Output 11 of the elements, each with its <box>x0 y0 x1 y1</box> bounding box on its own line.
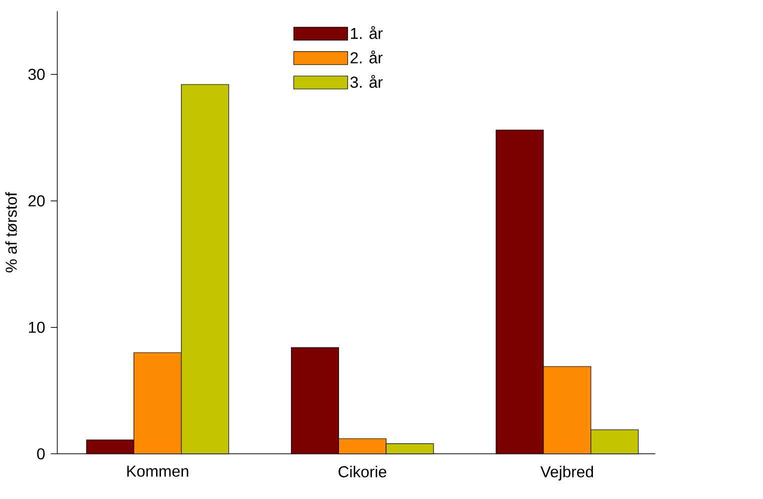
x-tick-label: Kommen <box>127 466 188 477</box>
y-tick-label: 20 <box>28 195 45 206</box>
legend-label: 2. år <box>350 50 383 64</box>
y-tick-label: 10 <box>28 322 45 333</box>
x-tick-label: Cikorie <box>338 466 386 478</box>
y-axis-title: % af tørstof <box>5 192 18 272</box>
y-tick-label: 0 <box>37 448 45 460</box>
x-tick-label: Vejbred <box>540 466 593 480</box>
y-tick-label: 30 <box>28 68 45 80</box>
legend-label: 3. år <box>350 74 383 88</box>
legend-label: 1. år <box>351 26 383 39</box>
